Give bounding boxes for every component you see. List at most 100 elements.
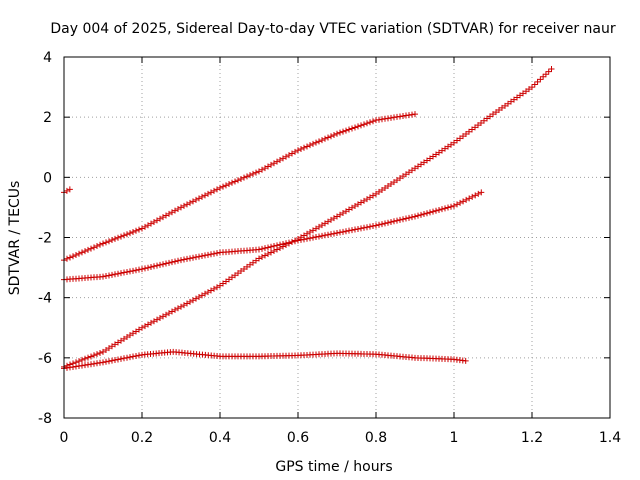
data-point: [542, 71, 549, 78]
y-tick-label: 2: [43, 110, 52, 126]
data-point: [361, 121, 367, 128]
data-point: [97, 241, 103, 248]
x-tick-label: 1: [450, 430, 459, 446]
data-point: [352, 226, 358, 233]
y-tick-label: -8: [38, 411, 52, 427]
data-point: [100, 359, 106, 366]
data-point: [460, 198, 467, 205]
data-point: [271, 248, 277, 255]
data-point: [331, 230, 337, 237]
data-point: [364, 120, 370, 127]
data-point: [223, 182, 229, 189]
data-point: [121, 232, 127, 239]
data-point: [462, 357, 469, 364]
data-point: [244, 173, 250, 180]
data-point: [406, 214, 412, 221]
data-point: [70, 253, 76, 260]
data-point: [400, 216, 406, 223]
data-point: [259, 254, 265, 261]
data-point: [181, 202, 187, 209]
data-point: [316, 233, 322, 240]
data-point: [340, 228, 346, 235]
data-point: [531, 81, 538, 88]
data-point: [421, 211, 427, 218]
data-point: [403, 215, 409, 222]
data-point: [274, 246, 280, 253]
data-point: [127, 268, 133, 275]
data-point: [540, 73, 547, 80]
data-series: [61, 111, 418, 264]
data-point: [442, 205, 448, 212]
data-point: [466, 195, 473, 202]
data-point: [133, 227, 139, 234]
data-point: [313, 234, 319, 241]
data-point: [373, 222, 379, 229]
data-point: [208, 251, 214, 258]
data-point: [358, 225, 364, 232]
data-point: [379, 221, 385, 228]
data-point: [232, 178, 238, 185]
data-point: [472, 192, 479, 199]
data-point: [394, 217, 400, 224]
data-point: [545, 68, 552, 75]
data-point: [193, 196, 199, 203]
data-point: [205, 190, 211, 197]
x-tick-label: 1.4: [599, 430, 621, 446]
data-point: [451, 202, 457, 209]
data-point: [154, 262, 160, 269]
data-point: [85, 354, 91, 361]
data-point: [343, 228, 349, 235]
data-point: [226, 181, 232, 188]
data-point: [370, 223, 376, 230]
data-point: [355, 123, 361, 130]
data-point: [118, 270, 124, 277]
data-point: [127, 354, 133, 361]
data-point: [340, 128, 346, 135]
data-point: [187, 199, 193, 206]
data-point: [439, 206, 445, 213]
data-point: [307, 142, 313, 149]
data-point: [319, 137, 325, 144]
x-axis-label: GPS time / hours: [275, 459, 392, 475]
data-point: [211, 187, 217, 194]
data-point: [445, 204, 451, 211]
data-point: [85, 246, 91, 253]
data-point: [91, 352, 97, 359]
data-point: [436, 206, 442, 213]
data-point: [130, 267, 136, 274]
data-point: [277, 245, 283, 252]
data-point: [415, 212, 421, 219]
data-point: [190, 198, 196, 205]
data-point: [313, 139, 319, 146]
data-point: [319, 232, 325, 239]
data-point: [298, 145, 304, 152]
data-point: [388, 218, 394, 225]
data-point: [109, 237, 115, 244]
data-point: [109, 357, 115, 364]
x-tick-label: 0.8: [365, 430, 387, 446]
data-point: [103, 239, 109, 246]
data-point: [367, 119, 373, 126]
x-tick-label: 0: [60, 430, 69, 446]
data-point: [82, 248, 88, 255]
data-point: [115, 270, 121, 277]
data-point: [301, 144, 307, 151]
data-point: [376, 221, 382, 228]
data-point: [136, 226, 142, 233]
data-point: [430, 208, 436, 215]
data-point: [79, 249, 85, 256]
data-point: [478, 189, 485, 196]
data-series: [61, 348, 469, 372]
data-point: [142, 265, 148, 272]
data-point: [469, 193, 476, 200]
y-tick-label: 4: [43, 50, 52, 66]
data-point: [364, 224, 370, 231]
data-point: [199, 253, 205, 260]
data-point: [106, 358, 112, 365]
data-point: [157, 261, 163, 268]
data-point: [304, 143, 310, 150]
data-point: [91, 244, 97, 251]
data-point: [127, 230, 133, 237]
data-point: [322, 232, 328, 239]
